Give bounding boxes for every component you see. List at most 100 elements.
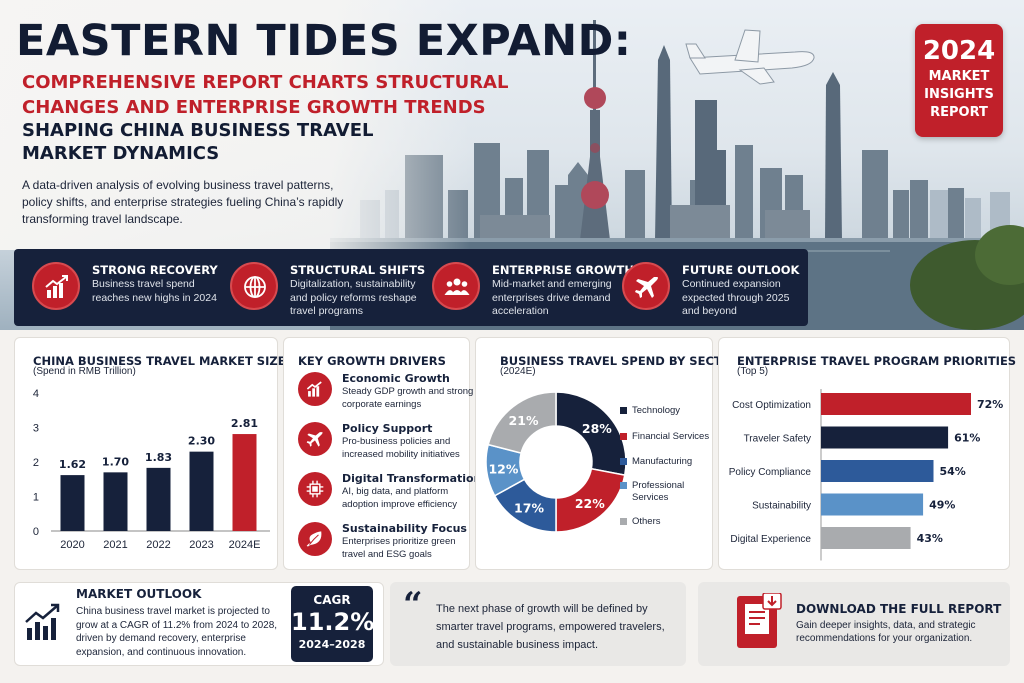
- intro-text: A data-driven analysis of evolving busin…: [22, 178, 344, 226]
- badge-line: MARKET: [928, 69, 990, 84]
- legend-label: Professional: [632, 480, 685, 491]
- highlight-text: Digitalization, sustainability and polic…: [290, 278, 417, 317]
- highlight-text: Business travel spend reaches new highs …: [92, 278, 217, 304]
- chart-title: CHINA BUSINESS TRAVEL MARKET SIZE: [33, 354, 286, 368]
- document-download-icon[interactable]: [736, 593, 782, 651]
- legend-item: Manufacturing: [620, 456, 693, 468]
- quote-mark-icon: “: [403, 585, 423, 625]
- outlook-text: China business travel market is projecte…: [76, 606, 278, 658]
- bar: [189, 451, 214, 531]
- highlight-title: STRUCTURAL SHIFTS: [290, 263, 426, 277]
- bar: [60, 475, 85, 531]
- y-tick-label: 0: [33, 526, 39, 538]
- driver-item: Digital Transformation AI, big data, and…: [298, 472, 481, 520]
- driver-item: Sustainability Focus Enterprises priorit…: [298, 522, 468, 570]
- airplane-icon: [622, 262, 670, 310]
- slice-label: 17%: [514, 501, 544, 516]
- bar: [821, 527, 911, 549]
- card-title: KEY GROWTH DRIVERS: [298, 354, 446, 368]
- bar: [821, 426, 949, 449]
- legend-swatch: [620, 482, 627, 489]
- legend-item: Technology: [620, 405, 681, 417]
- priorities-card: ENTERPRISE TRAVEL PROGRAM PRIORITIES (To…: [718, 337, 1016, 570]
- driver-text: Enterprises prioritize green travel and …: [342, 536, 456, 560]
- bar: [232, 434, 257, 531]
- data-label: 43%: [917, 532, 943, 545]
- legend-item: Financial Services: [620, 431, 710, 443]
- cagr-value: 11.2%: [291, 608, 375, 636]
- download-title[interactable]: DOWNLOAD THE FULL REPORT: [796, 602, 1002, 616]
- bar: [821, 393, 971, 415]
- slice-label: 12%: [488, 462, 518, 477]
- bar: [146, 467, 171, 531]
- sector-donut-chart: 28% 22% 17% 12% 21%: [485, 391, 627, 533]
- highlight-title: STRONG RECOVERY: [92, 263, 218, 277]
- quote-card: [390, 582, 686, 666]
- hero-banner: EASTERN TIDES EXPAND: COMPREHENSIVE REPO…: [0, 0, 1024, 330]
- outlook-title: MARKET OUTLOOK: [76, 587, 202, 601]
- x-tick-label: 2021: [103, 539, 127, 551]
- leaf-icon: [298, 522, 332, 556]
- badge-year: 2024: [922, 36, 996, 66]
- legend-swatch: [620, 458, 627, 465]
- badge-line: INSIGHTS: [924, 87, 994, 102]
- legend-swatch: [620, 433, 627, 440]
- driver-title: Policy Support: [342, 422, 433, 435]
- market-size-card: CHINA BUSINESS TRAVEL MARKET SIZE (Spend…: [14, 337, 286, 570]
- data-label: 2.30: [188, 435, 215, 448]
- bar: [821, 493, 924, 516]
- growth-drivers-card: KEY GROWTH DRIVERS Economic Growth Stead…: [283, 337, 481, 570]
- driver-item: Policy Support Pro-business policies and…: [298, 422, 468, 470]
- hero-text-backdrop: [0, 0, 470, 250]
- legend-item: Professional: [620, 480, 685, 492]
- globe-icon: [230, 262, 278, 310]
- driver-item: Economic Growth Steady GDP growth and st…: [298, 372, 473, 420]
- category-label: Digital Experience: [730, 534, 811, 545]
- x-tick-label: 2023: [189, 539, 213, 551]
- driver-title: Digital Transformation: [342, 472, 482, 485]
- growth-chart-icon: [25, 603, 60, 640]
- legend-label: Technology: [632, 405, 681, 416]
- legend-item: Others: [620, 516, 661, 528]
- chart-title: ENTERPRISE TRAVEL PROGRAM PRIORITIES: [737, 354, 1017, 368]
- badge-line: REPORT: [930, 105, 988, 120]
- page-title: EASTERN TIDES EXPAND:: [16, 16, 632, 66]
- legend-label: Financial Services: [632, 431, 710, 442]
- slice-label: 21%: [509, 413, 539, 428]
- slice-label: 28%: [582, 421, 612, 436]
- legend-label: Services: [632, 492, 669, 503]
- highlight-text: Continued expansion expected through 202…: [682, 278, 790, 317]
- driver-text: AI, big data, and platform adoption impr…: [342, 486, 457, 510]
- data-label: 1.70: [102, 455, 129, 468]
- chart-subtitle: (Top 5): [737, 366, 769, 377]
- legend-label: Others: [632, 516, 661, 527]
- highlight-text: Mid-market and emerging enterprises driv…: [492, 278, 612, 317]
- slice-label: 22%: [575, 496, 605, 511]
- report-badge: 2024 MARKET INSIGHTS REPORT: [915, 24, 1003, 137]
- download-text: Gain deeper insights, data, and strategi…: [796, 620, 976, 644]
- growth-chart-icon: [298, 372, 332, 406]
- legend-label: Manufacturing: [632, 456, 693, 467]
- data-label: 54%: [940, 465, 966, 478]
- data-label: 2.81: [231, 417, 258, 430]
- airplane-icon: [298, 422, 332, 456]
- x-tick-label: 2022: [146, 539, 170, 551]
- data-label: 72%: [977, 398, 1003, 411]
- data-label: 49%: [929, 499, 955, 512]
- bar: [103, 472, 128, 531]
- category-label: Sustainability: [752, 501, 811, 512]
- y-tick-label: 4: [33, 388, 39, 400]
- cagr-box: CAGR 11.2% 2024–2028: [291, 586, 375, 662]
- chip-icon: [298, 472, 332, 506]
- chart-subtitle: (Spend in RMB Trillion): [33, 366, 136, 377]
- y-tick-label: 3: [33, 423, 39, 435]
- driver-title: Sustainability Focus: [342, 522, 467, 535]
- highlights-bar: STRONG RECOVERY Business travel spend re…: [14, 249, 808, 326]
- legend-item-continued: Services: [632, 492, 668, 504]
- legend-swatch: [620, 518, 627, 525]
- airplane-icon: [685, 29, 815, 85]
- driver-text: Pro-business policies and increased mobi…: [342, 436, 460, 460]
- highlight-title: ENTERPRISE GROWTH: [492, 263, 634, 277]
- category-label: Cost Optimization: [732, 400, 811, 411]
- highlight-title: FUTURE OUTLOOK: [682, 263, 800, 277]
